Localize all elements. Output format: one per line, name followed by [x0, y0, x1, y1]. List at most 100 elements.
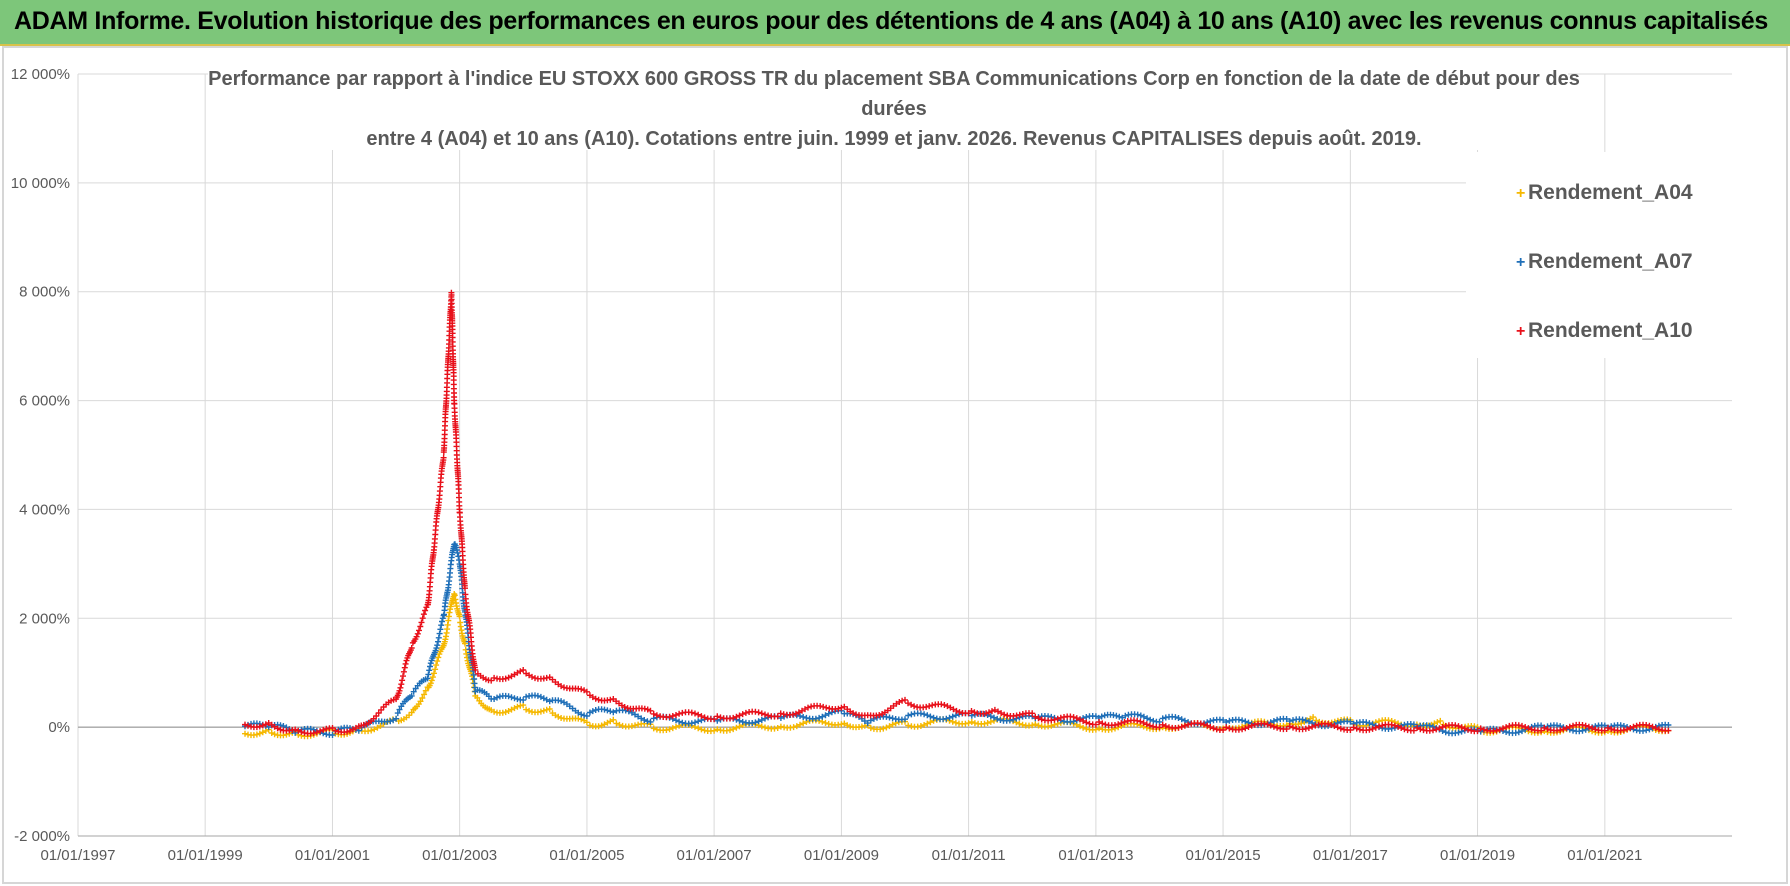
data-point	[1150, 717, 1157, 724]
data-point	[825, 710, 832, 717]
chart-title-line-1: Performance par rapport à l'indice EU ST…	[208, 68, 1580, 90]
data-point	[310, 730, 317, 737]
data-point	[1140, 719, 1147, 726]
data-point	[1210, 725, 1217, 732]
data-point	[991, 706, 998, 713]
data-point	[1239, 717, 1246, 724]
data-point	[1302, 725, 1309, 732]
data-point	[371, 726, 378, 733]
data-point	[583, 688, 590, 695]
data-point	[534, 692, 541, 699]
data-point	[583, 719, 590, 726]
data-point	[589, 708, 596, 715]
data-point	[540, 707, 547, 714]
data-point	[864, 720, 871, 727]
data-point	[950, 706, 957, 713]
data-point	[1270, 723, 1277, 730]
data-point	[329, 732, 336, 738]
data-point	[1522, 724, 1529, 730]
data-point	[1223, 719, 1230, 725]
data-point	[1286, 723, 1293, 730]
data-point	[953, 707, 960, 714]
data-point	[908, 711, 915, 718]
data-point	[332, 727, 339, 734]
data-point	[923, 703, 930, 710]
data-point	[277, 726, 284, 733]
x-tick-label: 01/01/2009	[804, 847, 879, 864]
data-point	[419, 695, 426, 701]
data-point	[1054, 715, 1061, 722]
data-point	[1159, 721, 1166, 728]
data-point	[1181, 717, 1188, 724]
legend-marker-a04: +	[1516, 185, 1525, 202]
data-point	[242, 721, 248, 728]
data-point	[987, 718, 994, 725]
data-point	[526, 707, 533, 714]
data-point	[1480, 726, 1487, 733]
data-point	[401, 664, 408, 671]
data-point	[758, 723, 765, 730]
data-point	[1181, 722, 1188, 729]
data-point	[876, 712, 883, 718]
data-point	[1309, 723, 1316, 730]
data-point	[368, 727, 375, 734]
data-point	[1162, 723, 1169, 730]
legend: + Rendement_A04 + Rendement_A07 + Rendem…	[1466, 152, 1732, 358]
data-point	[472, 666, 479, 673]
data-point	[1073, 715, 1080, 722]
data-point	[414, 630, 421, 637]
data-point	[730, 726, 737, 733]
data-point	[711, 727, 718, 734]
data-point	[1430, 727, 1436, 734]
data-point	[632, 711, 638, 718]
data-point	[418, 619, 425, 626]
data-point	[394, 710, 401, 717]
data-point	[374, 724, 381, 731]
data-point	[755, 718, 762, 725]
data-point	[432, 666, 439, 673]
data-point	[425, 671, 432, 678]
data-point	[416, 627, 422, 634]
data-point	[245, 722, 251, 729]
data-point	[911, 703, 918, 710]
data-point	[692, 719, 698, 726]
data-point	[1001, 711, 1008, 718]
data-point	[435, 654, 442, 661]
data-point	[905, 712, 912, 719]
data-point	[1503, 724, 1510, 731]
data-point	[844, 722, 851, 729]
data-point	[438, 622, 445, 629]
data-point	[755, 709, 762, 716]
report-banner: ADAM Informe. Evolution historique des p…	[0, 0, 1790, 46]
data-point	[943, 715, 950, 722]
data-point	[426, 667, 433, 674]
data-point	[822, 719, 829, 726]
data-point	[1016, 720, 1023, 727]
data-point	[517, 668, 524, 675]
data-point	[1519, 722, 1525, 729]
data-point	[673, 712, 679, 718]
scatter-chart: -2 000% 0% 2 000% 4 000% 6 000% 8 000% 10 000%…	[11, 62, 1732, 864]
data-point	[635, 713, 642, 720]
data-point	[598, 722, 605, 729]
data-point	[1477, 725, 1484, 732]
data-point	[835, 705, 842, 712]
data-point	[698, 726, 705, 733]
data-point	[774, 725, 781, 731]
data-point	[739, 718, 746, 725]
data-point	[1226, 725, 1233, 732]
chart-title-line-2: durées	[861, 98, 927, 120]
data-point	[816, 714, 823, 721]
data-point	[1312, 722, 1319, 729]
data-point	[1134, 717, 1141, 724]
data-point	[822, 712, 829, 719]
data-point	[883, 724, 890, 731]
data-point	[1147, 716, 1154, 723]
data-point	[537, 708, 544, 715]
data-point	[1538, 722, 1545, 729]
data-point	[867, 717, 874, 724]
data-point	[621, 704, 628, 710]
data-point	[790, 724, 797, 731]
data-point	[408, 692, 415, 699]
data-point	[437, 626, 444, 633]
